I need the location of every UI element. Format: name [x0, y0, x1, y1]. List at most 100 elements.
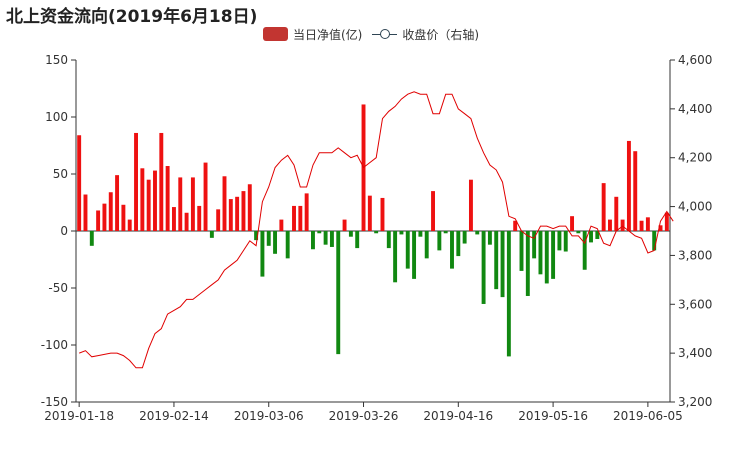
bar-negative	[405, 231, 410, 269]
bar-positive	[431, 191, 435, 231]
bar-positive	[171, 207, 176, 231]
y-left-tick-label: 0	[60, 224, 68, 238]
bar-negative	[443, 231, 448, 234]
bar-negative	[589, 231, 593, 243]
bar-positive	[601, 183, 606, 231]
x-tick-label: 2019-03-26	[329, 409, 399, 423]
bar-negative	[462, 231, 467, 244]
bar-negative	[652, 231, 657, 251]
bar-negative	[348, 231, 353, 237]
bar-negative	[399, 231, 404, 235]
close-price-line	[79, 91, 674, 369]
bar-negative	[336, 231, 341, 355]
legend-item-close-price[interactable]: 收盘价（右轴)	[372, 26, 479, 43]
y-right-tick-label: 3,200	[678, 395, 712, 409]
bar-positive	[184, 212, 189, 231]
bar-positive	[513, 220, 518, 231]
bar-negative	[412, 231, 417, 279]
bar-positive	[203, 162, 208, 231]
y-left-tick-label: -50	[48, 281, 68, 295]
bar-positive	[292, 205, 296, 231]
y-right-tick-label: 4,000	[678, 200, 712, 214]
y-left-tick-label: 150	[45, 53, 68, 67]
bar-positive	[380, 197, 385, 231]
bar-negative	[500, 231, 505, 298]
bar-positive	[102, 203, 107, 231]
bar-positive	[570, 216, 575, 231]
bar-positive	[639, 220, 644, 231]
bar-negative	[355, 231, 360, 249]
y-right-tick-label: 3,800	[678, 248, 712, 262]
bar-negative	[254, 231, 259, 241]
bar-positive	[468, 179, 473, 231]
chart-title: 北上资金流向(2019年6月18日)	[6, 7, 258, 27]
bar-positive	[645, 217, 650, 231]
bar-positive	[279, 219, 284, 231]
bar-positive	[146, 179, 151, 231]
bar-negative	[89, 231, 94, 246]
y-left-tick-label: -100	[41, 338, 68, 352]
bar-negative	[437, 231, 442, 251]
bar-positive	[165, 166, 170, 231]
bar-positive	[367, 195, 372, 231]
bar-positive	[197, 205, 202, 231]
bar-negative	[329, 231, 334, 247]
bar-negative	[424, 231, 429, 259]
bar-positive	[153, 170, 157, 231]
bar-negative	[538, 231, 543, 275]
bar-positive	[140, 168, 145, 231]
x-tick-label: 2019-03-06	[234, 409, 304, 423]
bar-negative	[557, 231, 562, 251]
bar-positive	[115, 175, 120, 231]
bar-negative	[475, 231, 480, 235]
bar-positive	[298, 205, 303, 231]
x-tick-label: 2019-02-14	[139, 409, 209, 423]
bar-positive	[228, 199, 233, 231]
bar-positive	[190, 177, 195, 231]
y-right-tick-label: 3,400	[678, 346, 712, 360]
bar-positive	[127, 219, 132, 231]
bar-positive	[159, 132, 164, 231]
bar-negative	[506, 231, 511, 357]
bar-positive	[658, 225, 663, 231]
bar-negative	[317, 231, 322, 234]
bar-positive	[342, 219, 347, 231]
bar-negative	[266, 231, 271, 246]
bar-positive	[235, 196, 240, 231]
legend-item-net-flow[interactable]: 当日净值(亿)	[263, 26, 362, 43]
bar-positive	[96, 210, 101, 231]
bar-negative	[487, 231, 492, 245]
legend-label-close-price: 收盘价（右轴)	[402, 27, 480, 42]
y-right-tick-label: 4,200	[678, 151, 712, 165]
bar-negative	[323, 231, 328, 245]
bar-negative	[519, 231, 524, 271]
y-right-tick-label: 3,600	[678, 297, 712, 311]
y-right-tick-label: 4,400	[678, 102, 712, 116]
bar-negative	[450, 231, 454, 269]
bar-positive	[121, 204, 126, 231]
bar-negative	[595, 231, 600, 239]
bar-positive	[620, 219, 625, 231]
bar-positive	[614, 196, 619, 231]
bar-positive	[608, 219, 612, 231]
bar-negative	[311, 231, 315, 250]
bar-positive	[108, 192, 113, 231]
x-tick-label: 2019-01-18	[44, 409, 114, 423]
bar-negative	[273, 231, 278, 254]
x-tick-label: 2019-05-16	[518, 409, 588, 423]
bar-negative	[582, 231, 587, 270]
bar-positive	[304, 193, 309, 231]
bar-negative	[209, 231, 214, 238]
bar-negative	[418, 231, 423, 237]
legend-label-net-flow: 当日净值(亿)	[293, 27, 363, 42]
bar-negative	[576, 231, 581, 234]
bar-negative	[260, 231, 265, 277]
bar-positive	[247, 184, 252, 231]
x-tick-label: 2019-04-16	[423, 409, 493, 423]
bar-negative	[386, 231, 391, 249]
bar-negative	[393, 231, 398, 283]
bar-negative	[551, 231, 556, 279]
bar-positive	[633, 151, 638, 231]
bar-positive	[216, 209, 221, 231]
